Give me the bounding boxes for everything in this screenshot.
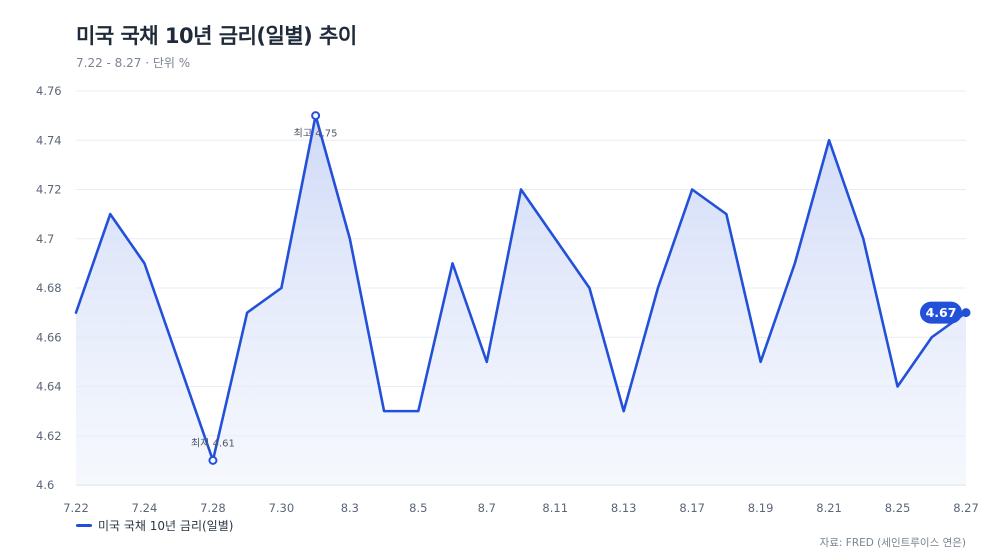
- legend-label: 미국 국채 10년 금리(일별): [98, 519, 234, 533]
- min-annotation-label: 최저 4.61: [191, 437, 235, 449]
- x-tick-label: 8.25: [885, 501, 911, 515]
- x-tick-label: 7.22: [63, 501, 89, 515]
- y-tick-label: 4.7: [36, 232, 54, 246]
- x-tick-label: 8.17: [679, 501, 705, 515]
- chart-subtitle: 7.22 - 8.27 · 단위 %: [76, 56, 191, 70]
- x-tick-label: 8.11: [542, 501, 568, 515]
- source-note: 자료: FRED (세인트루이스 연은): [819, 537, 966, 549]
- legend-swatch: [76, 524, 92, 527]
- min-point-marker: [208, 455, 218, 465]
- max-point-marker: [311, 111, 321, 121]
- y-tick-label: 4.62: [36, 429, 62, 443]
- chart-title: 미국 국채 10년 금리(일별) 추이: [76, 24, 357, 48]
- y-tick-label: 4.68: [36, 281, 62, 295]
- y-tick-label: 4.6: [36, 478, 54, 492]
- series-line: [74, 114, 968, 462]
- x-tick-label: 7.30: [269, 501, 295, 515]
- x-tick-label: 8.3: [341, 501, 359, 515]
- y-tick-label: 4.72: [36, 183, 62, 197]
- max-annotation-label: 최고 4.75: [294, 128, 338, 140]
- x-tick-label: 8.27: [953, 501, 979, 515]
- x-tick-label: 8.21: [816, 501, 842, 515]
- x-tick-label: 7.28: [200, 501, 226, 515]
- y-tick-label: 4.64: [36, 380, 62, 394]
- chart-legend: 미국 국채 10년 금리(일별): [76, 517, 233, 534]
- y-tick-label: 4.76: [36, 84, 62, 98]
- last-point-marker: [961, 308, 971, 318]
- x-tick-label: 7.24: [132, 501, 158, 515]
- x-tick-label: 8.13: [611, 501, 637, 515]
- x-tick-label: 8.7: [478, 501, 496, 515]
- x-tick-label: 8.5: [409, 501, 427, 515]
- last-value-label: 4.67: [926, 305, 957, 320]
- y-tick-label: 4.74: [36, 133, 62, 147]
- x-tick-label: 8.19: [748, 501, 774, 515]
- last-value-badge: [920, 301, 962, 324]
- y-tick-label: 4.66: [36, 330, 62, 344]
- series-area: [76, 115, 966, 485]
